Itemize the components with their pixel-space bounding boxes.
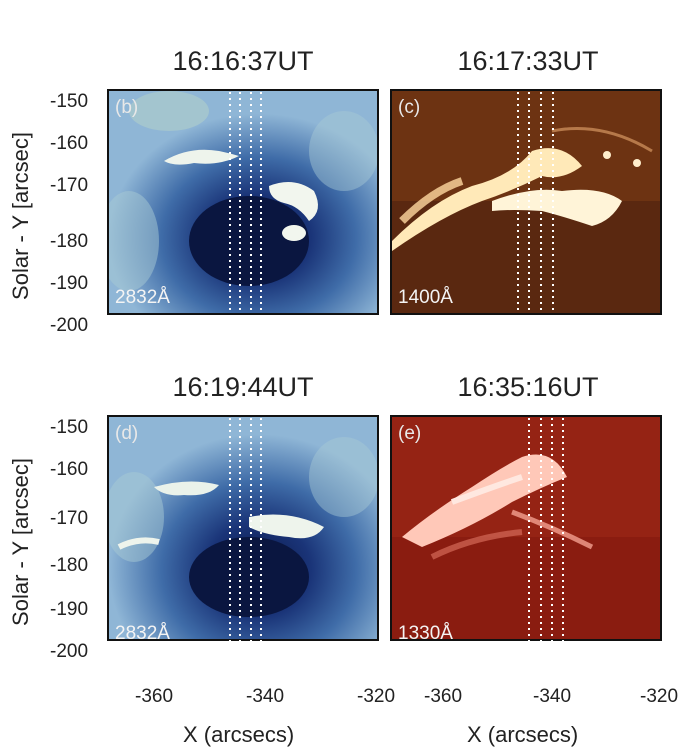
panel-c-image: (c) 1400Å (390, 89, 662, 315)
ytick-top-2: -160 (50, 133, 89, 154)
panel-d-image: (d) 2832Å (107, 415, 379, 641)
y-axis-label-top: Solar - Y [arcsec] (8, 132, 33, 300)
panel-b-label: (b) (115, 97, 139, 118)
ytick-top-5: -190 (50, 273, 89, 294)
ytick-bottom-3: -170 (50, 508, 89, 529)
x-axis-label-right: X (arcsecs) (467, 722, 579, 747)
panel-b-wavelength: 2832Å (115, 287, 170, 308)
panel-c-flare-image (392, 91, 660, 313)
panel-c-label: (c) (398, 97, 421, 118)
panel-e-flare-image (392, 417, 660, 639)
ytick-top-6: -200 (50, 315, 89, 336)
panel-d-time: 16:19:44UT (172, 372, 314, 402)
panel-d-label: (d) (115, 423, 139, 444)
panel-e-time: 16:35:16UT (457, 372, 599, 402)
panel-b-image: (b) 2832Å (107, 89, 379, 315)
panel-c-wavelength: 1400Å (398, 287, 453, 308)
panel-d-wavelength: 2832Å (115, 623, 170, 641)
ytick-bottom-1: -150 (50, 417, 89, 438)
x-axis-label-left: X (arcsecs) (183, 722, 295, 747)
ytick-bottom-6: -200 (50, 641, 89, 662)
ytick-top-4: -180 (50, 231, 89, 252)
y-axis-label-bottom: Solar - Y [arcsec] (8, 458, 33, 626)
xtick-right-1: -360 (424, 686, 463, 707)
ytick-bottom-4: -180 (50, 555, 89, 576)
panel-e-wavelength: 1330Å (398, 623, 453, 641)
xtick-left-2: -340 (246, 686, 285, 707)
panel-c-time: 16:17:33UT (457, 46, 599, 76)
ytick-bottom-5: -190 (50, 599, 89, 620)
panel-b-sunspot-image (109, 91, 377, 313)
panel-e-label: (e) (398, 423, 422, 444)
ytick-top-3: -170 (50, 175, 89, 196)
ytick-bottom-2: -160 (50, 459, 89, 480)
xtick-left-1: -360 (135, 686, 174, 707)
panel-e-image: (e) 1330Å (390, 415, 662, 641)
ytick-top-1: -150 (50, 91, 89, 112)
panel-d-sunspot-image (109, 417, 377, 639)
xtick-right-3: -320 (640, 686, 679, 707)
panel-b-time: 16:16:37UT (172, 46, 314, 76)
xtick-left-3: -320 (357, 686, 396, 707)
xtick-right-2: -340 (533, 686, 572, 707)
